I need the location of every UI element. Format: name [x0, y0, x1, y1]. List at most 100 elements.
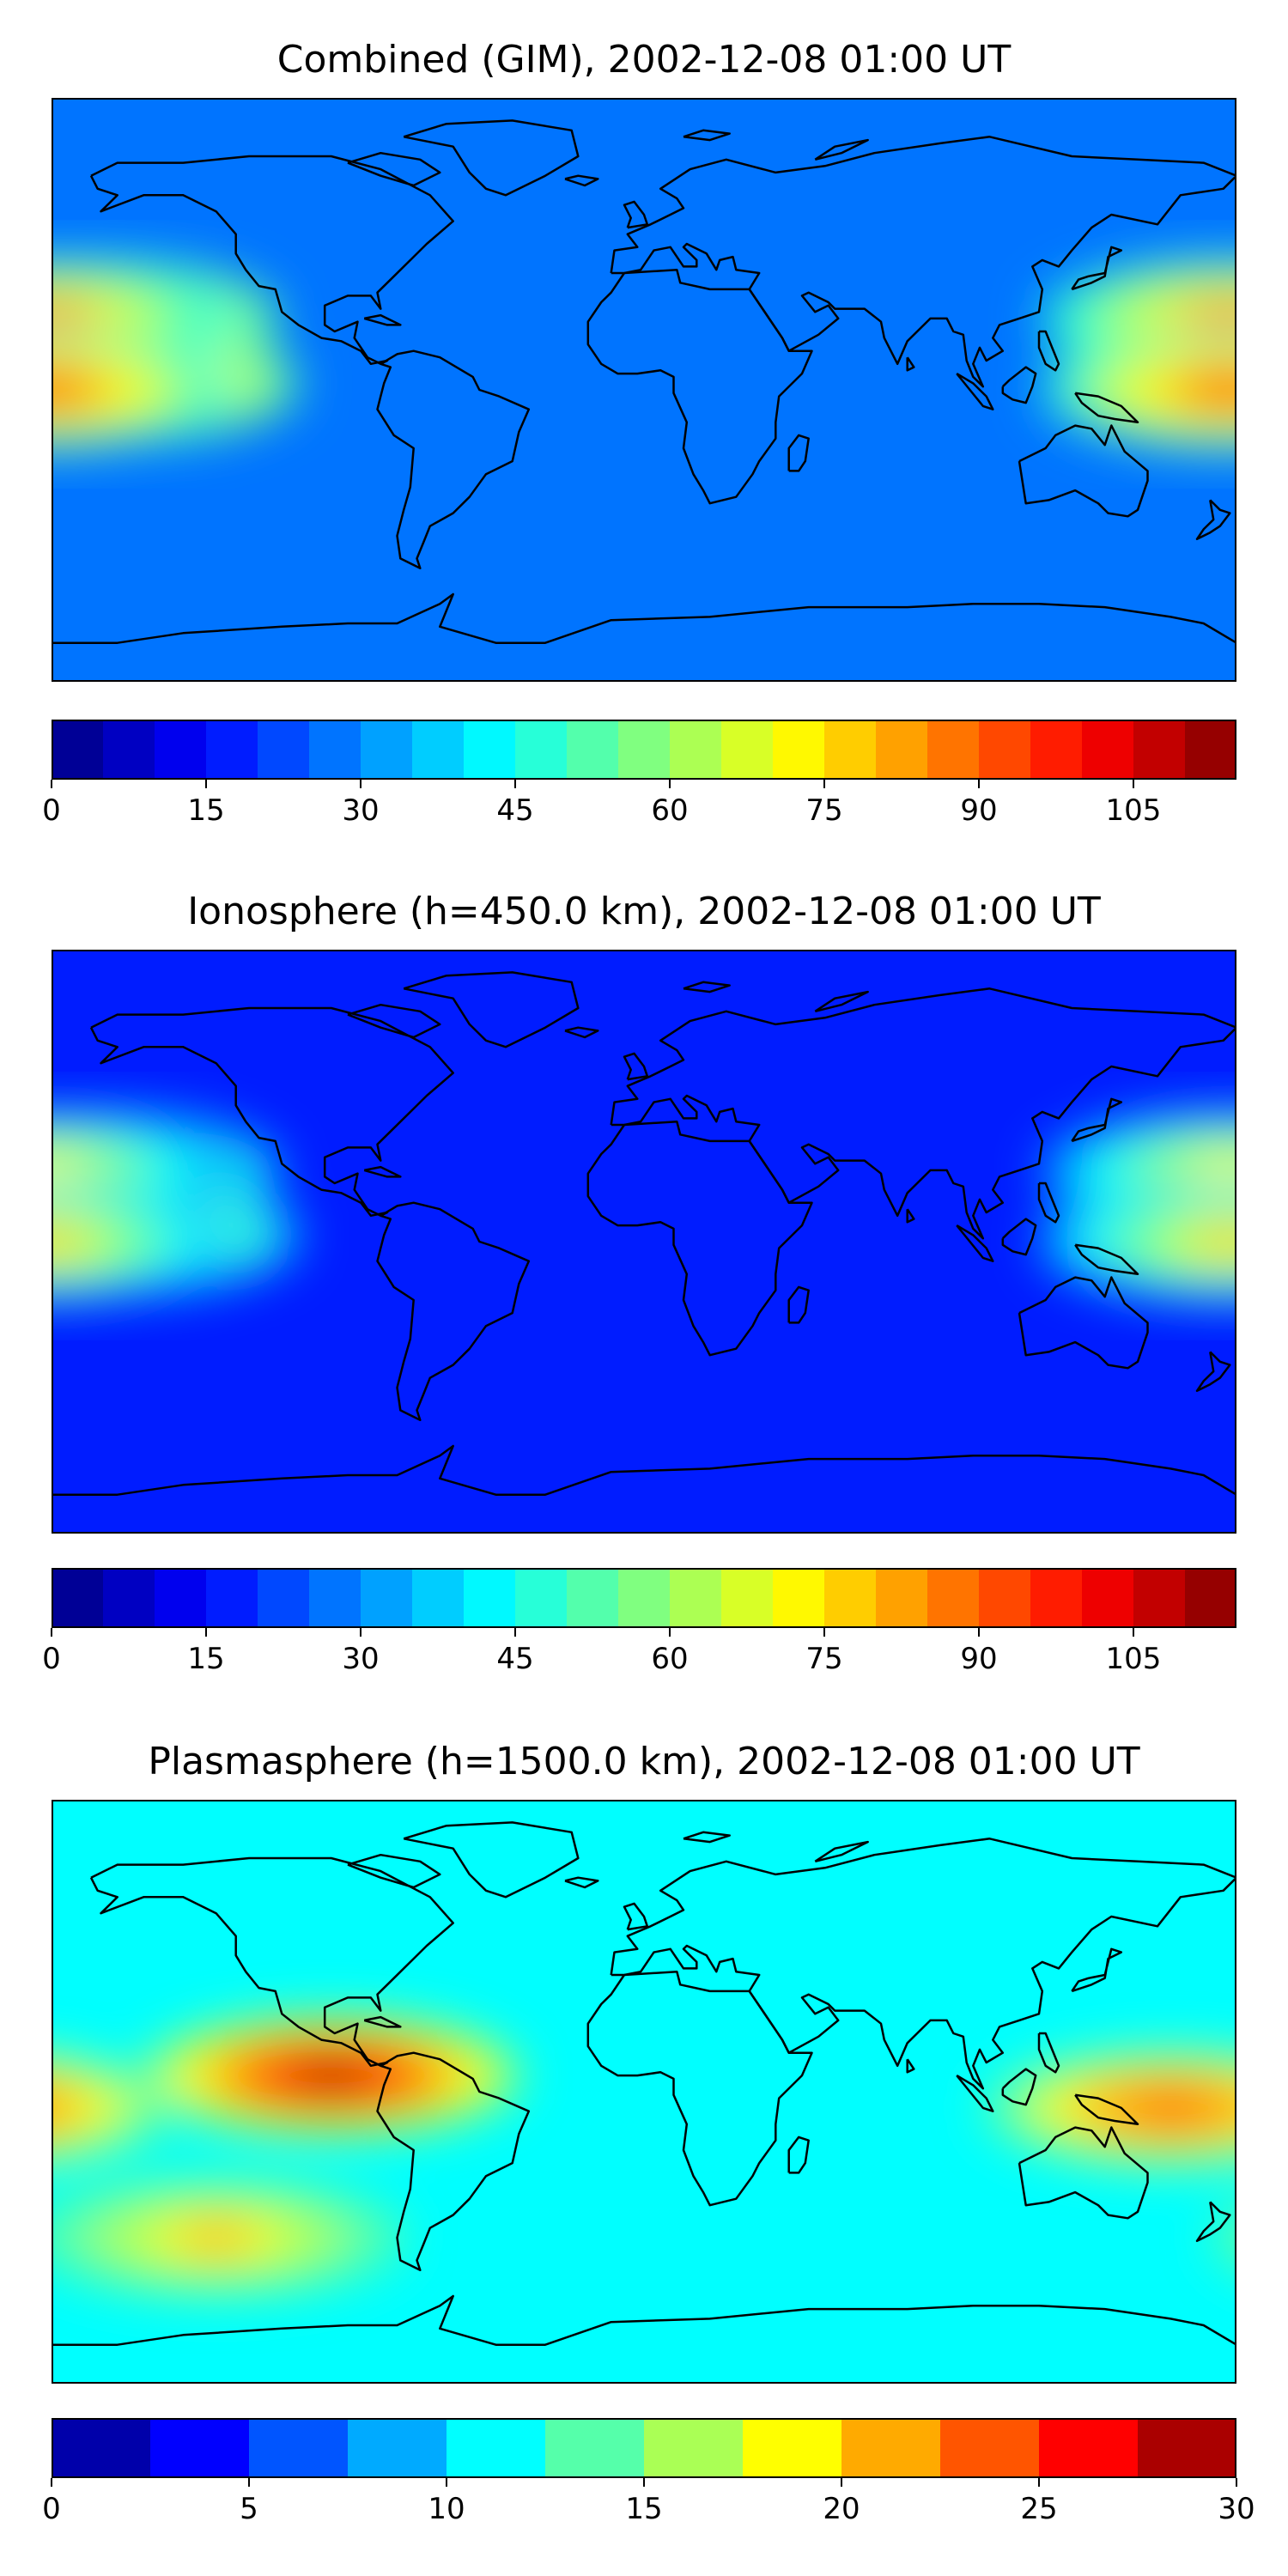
panel-2-colorbar-bins — [52, 1568, 1236, 1628]
sri-lanka-coast — [906, 2058, 915, 2074]
colorbar-bin-2 — [155, 720, 207, 780]
europe-asia-coast — [610, 987, 1236, 1240]
panel-1-colorbar-bins — [52, 720, 1236, 780]
europe-asia-coast — [610, 136, 1236, 388]
panel-3-heatmap — [52, 1800, 1236, 2384]
panel-3-title: Plasmasphere (h=1500.0 km), 2002-12-08 0… — [148, 1740, 1140, 1783]
colorbar-tick-label: 105 — [1105, 793, 1162, 828]
colorbar-bin-11 — [618, 1568, 671, 1628]
colorbar-bin-18 — [979, 1568, 1031, 1628]
colorbar-tick-mark — [446, 2478, 447, 2487]
feature-2-wrap-contour-5 — [52, 1155, 83, 1186]
new-guinea-coast — [1074, 1243, 1139, 1276]
colorbar-bin-17 — [927, 1568, 980, 1628]
colorbar-bin-0 — [52, 720, 104, 780]
feature-1-wrap-contour-3 — [52, 2083, 84, 2133]
colorbar-bin-16 — [876, 720, 928, 780]
panel-2-title: Ionosphere (h=450.0 km), 2002-12-08 01:0… — [187, 890, 1101, 933]
feature-3-wrap-contour-5 — [52, 374, 83, 405]
colorbar-tick-mark — [823, 780, 825, 788]
colorbar-bin-15 — [824, 1568, 877, 1628]
colorbar-bin-13 — [721, 720, 774, 780]
new-guinea-coast — [1074, 392, 1139, 424]
feature-2-wrap-contour-5 — [52, 303, 83, 334]
colorbar-bin-9 — [515, 1568, 568, 1628]
north-america-coast — [89, 155, 454, 366]
colorbar-tick-label: 75 — [805, 1642, 843, 1676]
feature-3-contour-5 — [1192, 1226, 1236, 1257]
baffin-coast — [347, 151, 441, 187]
colorbar-bin-4 — [447, 2418, 546, 2478]
colorbar-border — [52, 1568, 1236, 1628]
africa-coast — [586, 268, 813, 505]
colorbar-tick-label: 15 — [187, 793, 225, 828]
madagascar-coast — [787, 2136, 810, 2174]
south-america-coast — [376, 349, 531, 570]
colorbar-tick-mark — [51, 1628, 52, 1637]
colorbar-bin-4 — [258, 1568, 310, 1628]
colorbar-tick-mark — [978, 1628, 980, 1637]
borneo-coast — [1001, 1218, 1037, 1256]
colorbar-bin-1 — [103, 720, 155, 780]
feature-1-contour-5 — [1133, 2093, 1209, 2123]
colorbar-bin-18 — [979, 720, 1031, 780]
borneo-coast — [1001, 2068, 1037, 2106]
colorbar-bin-14 — [773, 720, 825, 780]
colorbar-tick-label: 60 — [651, 1642, 689, 1676]
panel-1-title: Combined (GIM), 2002-12-08 01:00 UT — [276, 38, 1012, 82]
colorbar-tick-label: 0 — [42, 1642, 61, 1676]
south-america-coast — [376, 1201, 531, 1422]
colorbar-bin-14 — [773, 1568, 825, 1628]
colorbar-bin-16 — [876, 1568, 928, 1628]
colorbar-bin-7 — [743, 2418, 842, 2478]
colorbar-bin-12 — [670, 1568, 722, 1628]
colorbar-tick-mark — [205, 780, 207, 788]
colorbar-bin-4 — [258, 720, 310, 780]
colorbar-bin-8 — [464, 720, 516, 780]
sumatra-coast — [956, 373, 994, 410]
colorbar-bin-3 — [206, 1568, 258, 1628]
colorbar-bin-19 — [1030, 720, 1083, 780]
colorbar-bin-7 — [412, 1568, 465, 1628]
philippines-coast — [1037, 330, 1060, 372]
svalbard-coast — [683, 981, 731, 993]
colorbar-bin-6 — [361, 720, 413, 780]
africa-coast — [586, 1120, 813, 1357]
colorbar-bin-13 — [721, 1568, 774, 1628]
colorbar-bin-1 — [150, 2418, 250, 2478]
colorbar-bin-8 — [841, 2418, 941, 2478]
svalbard-coast — [683, 129, 731, 142]
colorbar-tick-label: 45 — [496, 1642, 534, 1676]
colorbar-tick-mark — [1236, 2478, 1237, 2487]
colorbar-bin-10 — [567, 1568, 619, 1628]
sri-lanka-coast — [906, 356, 915, 372]
colorbar-tick-mark — [514, 1628, 516, 1637]
colorbar-tick-mark — [669, 1628, 671, 1637]
colorbar-bin-2 — [249, 2418, 349, 2478]
colorbar-tick-mark — [360, 1628, 361, 1637]
colorbar-tick-mark — [669, 780, 671, 788]
colorbar-bin-22 — [1185, 1568, 1236, 1628]
colorbar-bin-0 — [52, 2418, 151, 2478]
sumatra-coast — [956, 2075, 994, 2112]
greenland-coast — [403, 119, 580, 197]
new-zealand-coast — [1195, 499, 1231, 541]
greenland-coast — [403, 1821, 580, 1899]
panel-1-map — [52, 98, 1236, 682]
cuba-coast — [363, 2015, 402, 2028]
colorbar-bin-0 — [52, 1568, 104, 1628]
colorbar-tick-label: 15 — [187, 1642, 225, 1676]
colorbar-tick-label: 75 — [805, 793, 843, 828]
colorbar-bin-6 — [361, 1568, 413, 1628]
panel-3-colorbar-bins — [52, 2418, 1236, 2478]
colorbar-bin-22 — [1185, 720, 1236, 780]
africa-coast — [586, 1970, 813, 2207]
colorbar-tick-label: 0 — [42, 2492, 61, 2526]
novaya-zemlya-coast — [814, 138, 869, 161]
colorbar-bin-1 — [103, 1568, 155, 1628]
coastlines — [52, 1821, 1236, 2365]
colorbar-bin-11 — [618, 720, 671, 780]
south-america-coast — [376, 2051, 531, 2272]
coastlines — [52, 119, 1236, 663]
colorbar-bin-11 — [1138, 2418, 1236, 2478]
